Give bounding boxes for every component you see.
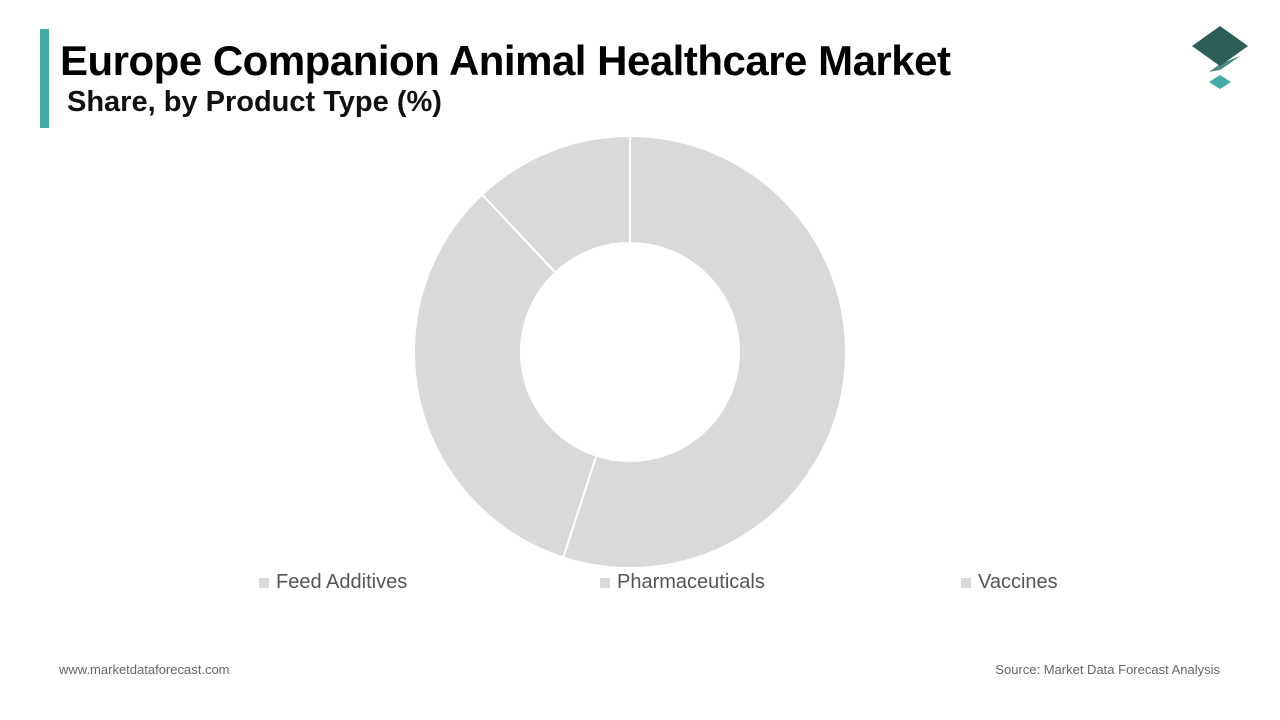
donut-slice-vaccines [480,134,631,274]
legend-swatch [600,577,610,588]
legend-label: Pharmaceuticals [617,571,765,593]
donut-slice-feed-additives [413,193,598,559]
logo-layer-bottom [1209,75,1231,89]
page-title: Europe Companion Animal Healthcare Marke… [60,37,951,84]
legend-label: Vaccines [978,571,1058,593]
legend-label: Feed Additives [276,571,408,593]
logo-layer-top [1192,26,1248,66]
footer-source: Source: Market Data Forecast Analysis [995,662,1220,677]
title-accent-bar [40,29,49,128]
legend-item-vaccines: Vaccines [961,571,1058,594]
donut-slices [413,134,847,569]
donut-chart [413,134,847,569]
logo-layer-middle [1209,56,1240,72]
footer-website: www.marketdataforecast.com [59,662,230,677]
legend-swatch [961,577,971,588]
stacked-layers-icon [1192,26,1248,89]
donut-slice-pharmaceuticals [561,134,847,569]
legend-item-feed-additives: Feed Additives [259,571,407,594]
legend-item-pharmaceuticals: Pharmaceuticals [600,571,765,594]
legend-swatch [259,577,269,588]
page-subtitle: Share, by Product Type (%) [67,86,442,118]
